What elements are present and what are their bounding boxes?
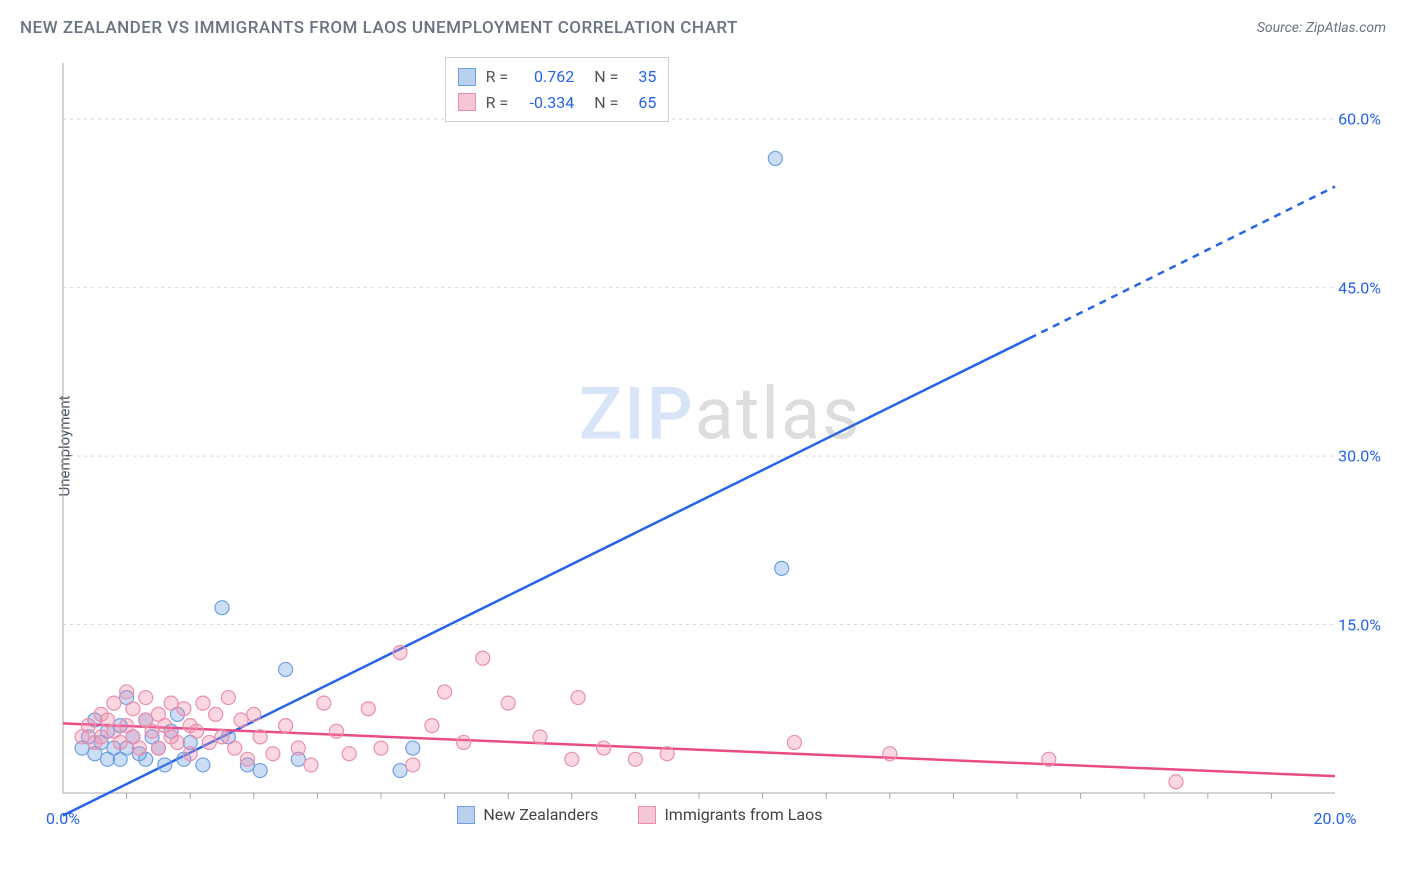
legend-label: New Zealanders [483, 805, 598, 824]
plot-area: ZIPatlas R =0.762N =35R =-0.334N =65 New… [55, 55, 1385, 835]
data-point [266, 747, 280, 761]
stat-r-value: 0.762 [518, 64, 574, 90]
stat-r-label: R = [486, 64, 509, 90]
chart-svg [55, 55, 1385, 835]
legend-item: Immigrants from Laos [638, 805, 822, 824]
data-point [120, 685, 134, 699]
data-point [393, 646, 407, 660]
stat-n-value: 65 [628, 90, 656, 116]
data-point [628, 752, 642, 766]
data-point [317, 696, 331, 710]
data-point [279, 719, 293, 733]
data-point [190, 724, 204, 738]
data-point [425, 719, 439, 733]
data-point [164, 696, 178, 710]
data-point [215, 601, 229, 615]
data-point [329, 724, 343, 738]
data-point [660, 747, 674, 761]
data-point [304, 758, 318, 772]
data-point [107, 696, 121, 710]
data-point [597, 741, 611, 755]
data-point [565, 752, 579, 766]
data-point [196, 696, 210, 710]
data-point [209, 707, 223, 721]
legend-item: New Zealanders [457, 805, 598, 824]
data-point [215, 730, 229, 744]
data-point [253, 764, 267, 778]
data-point [247, 707, 261, 721]
stats-row: R = 0.762 N = 35 [458, 64, 657, 90]
data-point [406, 741, 420, 755]
y-tick-label: 15.0% [1338, 615, 1381, 634]
data-point [81, 719, 95, 733]
data-point [183, 747, 197, 761]
data-point [457, 735, 471, 749]
correlation-stats-box: R = 0.762 N = 35 R = -0.334 N = 65 [445, 57, 670, 122]
y-tick-label: 45.0% [1338, 278, 1381, 297]
legend-label: Immigrants from Laos [664, 805, 822, 824]
data-point [374, 741, 388, 755]
data-point [113, 735, 127, 749]
trend-line-dashed [1030, 187, 1335, 339]
stat-n-label: N = [594, 64, 618, 90]
series-swatch [458, 93, 476, 111]
data-point [438, 685, 452, 699]
data-point [234, 713, 248, 727]
data-point [393, 764, 407, 778]
data-point [342, 747, 356, 761]
data-point [240, 752, 254, 766]
chart-title: NEW ZEALANDER VS IMMIGRANTS FROM LAOS UN… [20, 18, 738, 38]
data-point [533, 730, 547, 744]
data-point [476, 651, 490, 665]
data-point [768, 151, 782, 165]
data-point [571, 691, 585, 705]
data-point [228, 741, 242, 755]
data-point [139, 691, 153, 705]
data-point [883, 747, 897, 761]
data-point [126, 702, 140, 716]
legend-swatch [638, 806, 656, 824]
stat-r-label: R = [486, 90, 509, 116]
x-tick-label: 20.0% [1314, 809, 1357, 828]
stats-row: R = -0.334 N = 65 [458, 90, 657, 116]
data-point [1169, 775, 1183, 789]
y-tick-label: 60.0% [1338, 110, 1381, 129]
y-tick-label: 30.0% [1338, 447, 1381, 466]
data-point [196, 758, 210, 772]
data-point [501, 696, 515, 710]
source-attribution: Source: ZipAtlas.com [1257, 20, 1386, 36]
data-point [177, 702, 191, 716]
data-point [1042, 752, 1056, 766]
data-point [406, 758, 420, 772]
x-tick-label: 0.0% [46, 809, 80, 828]
data-point [151, 741, 165, 755]
data-point [94, 730, 108, 744]
stat-n-value: 35 [628, 64, 656, 90]
data-point [787, 735, 801, 749]
data-point [279, 662, 293, 676]
legend: New Zealanders Immigrants from Laos [457, 805, 822, 824]
data-point [170, 735, 184, 749]
data-point [202, 735, 216, 749]
data-point [158, 758, 172, 772]
series-swatch [458, 68, 476, 86]
data-point [132, 741, 146, 755]
data-point [221, 691, 235, 705]
stat-n-label: N = [594, 90, 618, 116]
data-point [291, 741, 305, 755]
stat-r-value: -0.334 [518, 90, 574, 116]
data-point [145, 724, 159, 738]
data-point [361, 702, 375, 716]
header-bar: NEW ZEALANDER VS IMMIGRANTS FROM LAOS UN… [20, 18, 1386, 38]
data-point [775, 561, 789, 575]
data-point [253, 730, 267, 744]
legend-swatch [457, 806, 475, 824]
